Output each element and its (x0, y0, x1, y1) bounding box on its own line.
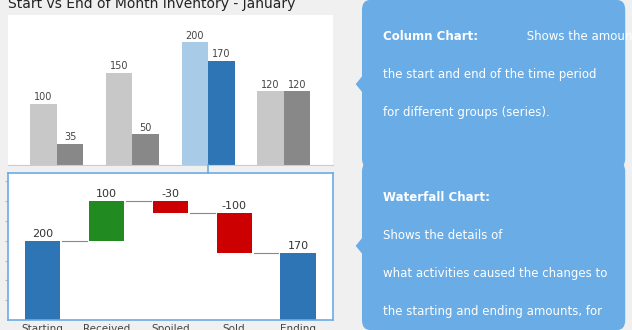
FancyBboxPatch shape (245, 184, 322, 257)
Text: Kiwis: Kiwis (118, 217, 147, 227)
Bar (257, 91, 284, 165)
Text: Waterfall Chart:: Waterfall Chart: (384, 191, 490, 204)
Bar (181, 43, 208, 165)
Bar (30, 104, 57, 165)
Text: 170: 170 (212, 49, 231, 59)
Text: 100: 100 (34, 92, 52, 102)
Bar (106, 73, 133, 165)
Bar (208, 61, 234, 165)
FancyBboxPatch shape (18, 184, 95, 257)
Text: 100: 100 (96, 189, 117, 199)
FancyBboxPatch shape (169, 184, 246, 257)
Text: 35: 35 (64, 132, 76, 142)
Text: 120: 120 (288, 80, 307, 90)
Text: 200: 200 (32, 229, 53, 239)
Bar (217, 213, 252, 253)
Text: 50: 50 (140, 122, 152, 133)
Bar (284, 91, 310, 165)
Polygon shape (356, 229, 370, 262)
Text: Apples: Apples (38, 217, 75, 227)
Text: Shows the amounts at: Shows the amounts at (523, 30, 632, 43)
Text: the starting and ending amounts, for: the starting and ending amounts, for (384, 305, 602, 318)
Text: for different groups (series).: for different groups (series). (384, 106, 550, 118)
Text: Oranges: Oranges (185, 217, 232, 227)
Text: what activities caused the changes to: what activities caused the changes to (384, 267, 608, 280)
Text: the start and end of the time period: the start and end of the time period (384, 68, 597, 81)
Text: 120: 120 (262, 80, 280, 90)
FancyBboxPatch shape (362, 0, 625, 168)
Bar (25, 241, 60, 320)
Text: Start vs End of Month Inventory - January: Start vs End of Month Inventory - Januar… (8, 0, 295, 11)
Bar (281, 253, 315, 320)
Text: Shows the details of: Shows the details of (384, 229, 503, 242)
Text: -100: -100 (222, 201, 246, 211)
FancyBboxPatch shape (362, 162, 625, 330)
Text: 170: 170 (288, 241, 308, 251)
Bar (133, 134, 159, 165)
Bar (89, 201, 124, 241)
Text: Pears: Pears (269, 217, 299, 227)
Bar (153, 201, 188, 213)
Text: -30: -30 (161, 189, 179, 199)
Text: 200: 200 (186, 31, 204, 41)
Text: 150: 150 (110, 61, 128, 71)
Bar (57, 144, 83, 165)
Text: Column Chart:: Column Chart: (384, 30, 478, 43)
Polygon shape (356, 68, 370, 101)
FancyBboxPatch shape (94, 184, 171, 257)
